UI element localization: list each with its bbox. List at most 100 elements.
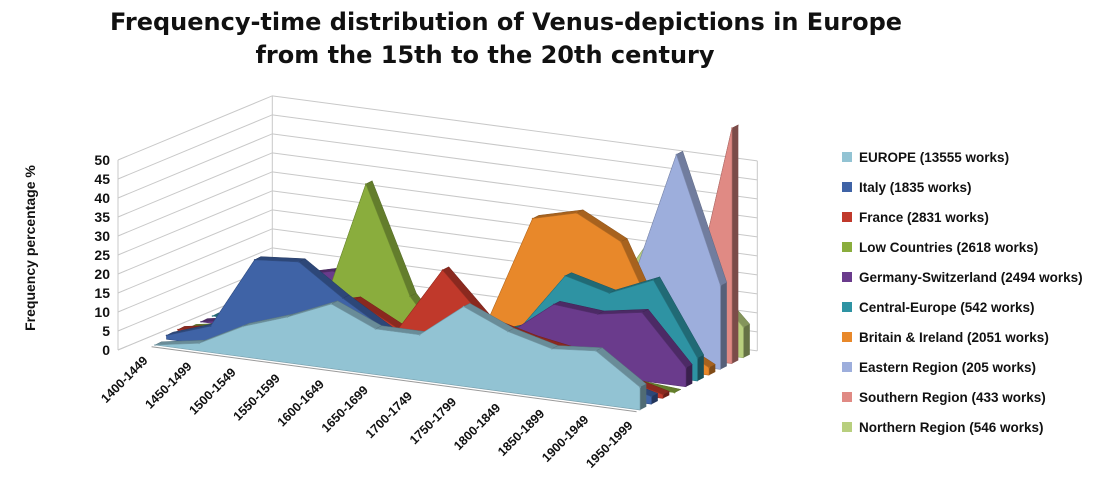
series-end-face	[697, 355, 704, 381]
gridline	[117, 114, 758, 181]
legend-label: Southern Region (433 works)	[859, 389, 1046, 405]
legend-label: Low Countries (2618 works)	[859, 239, 1039, 255]
legend-item: EUROPE (13555 works)	[842, 142, 1112, 172]
x-tick-label: 1500-1549	[187, 365, 239, 417]
legend-swatch	[842, 212, 852, 222]
data-point	[639, 386, 641, 389]
data-point	[165, 334, 168, 337]
series-end-face	[686, 364, 693, 387]
legend-label: Italy (1835 works)	[859, 179, 972, 195]
data-point	[374, 328, 377, 330]
data-point	[177, 328, 179, 331]
legend-label: Eastern Region (205 works)	[859, 359, 1037, 375]
data-point	[253, 259, 256, 261]
legend-swatch	[842, 362, 852, 372]
chart-legend: EUROPE (13555 works) Italy (1835 works) Fr…	[842, 142, 1112, 442]
data-point	[650, 395, 653, 398]
x-tick-label: 1750-1799	[407, 395, 459, 447]
data-point	[330, 303, 333, 305]
legend-item: Germany-Switzerland (2494 works)	[842, 262, 1112, 292]
data-point	[575, 212, 578, 214]
data-point	[708, 366, 710, 369]
y-tick-label: 5	[102, 323, 110, 339]
gridline	[117, 95, 758, 162]
x-tick-label: 1900-1949	[539, 413, 591, 465]
legend-item: Central-Europe (542 works)	[842, 292, 1112, 322]
legend-swatch	[842, 272, 852, 282]
x-axis-line	[151, 346, 637, 413]
data-point	[662, 393, 664, 396]
data-point	[506, 330, 509, 333]
legend-swatch	[842, 392, 852, 402]
chart-title-line-2: from the 15th to the 20th century	[255, 41, 715, 69]
legend-swatch	[842, 422, 852, 432]
legend-item: Northern Region (546 works)	[842, 412, 1112, 442]
legend-item: Low Countries (2618 works)	[842, 232, 1112, 262]
series-end-face	[732, 124, 739, 364]
series-end-face	[743, 324, 750, 358]
y-tick-label: 25	[94, 247, 110, 263]
data-point	[462, 305, 465, 308]
data-point	[564, 275, 567, 277]
data-point	[286, 316, 289, 318]
legend-item: Italy (1835 works)	[842, 172, 1112, 202]
data-point	[154, 344, 156, 346]
x-tick-label: 1600-1649	[275, 377, 327, 429]
data-point	[441, 269, 444, 271]
x-tick-label: 1650-1699	[319, 383, 371, 435]
data-point	[742, 326, 745, 329]
legend-swatch	[842, 182, 852, 192]
data-point	[731, 127, 733, 129]
data-point	[242, 325, 244, 328]
data-point	[696, 357, 699, 360]
series-end-face	[651, 393, 658, 405]
x-tick-label: 1850-1899	[495, 407, 547, 459]
x-tick-label: 1550-1599	[231, 371, 283, 423]
data-point	[418, 334, 421, 336]
legend-swatch	[842, 302, 852, 312]
data-point	[595, 350, 597, 352]
series-area	[154, 303, 641, 411]
data-point	[597, 313, 599, 315]
grid-layer	[117, 95, 758, 413]
series-end-face	[720, 282, 727, 370]
series-end-face	[640, 384, 647, 410]
legend-label: Northern Region (546 works)	[859, 419, 1044, 435]
data-point	[200, 321, 202, 323]
legend-label: EUROPE (13555 works)	[859, 149, 1010, 165]
data-point	[675, 153, 678, 156]
data-point	[719, 285, 722, 287]
y-tick-label: 40	[94, 190, 110, 206]
series-end-face	[663, 391, 670, 399]
legend-label: Britain & Ireland (2051 works)	[859, 329, 1049, 345]
legend-item: Eastern Region (205 works)	[842, 352, 1112, 382]
y-tick-label: 20	[94, 266, 110, 282]
y-tick-label: 15	[94, 285, 110, 301]
data-point	[551, 347, 553, 350]
data-point	[608, 292, 611, 294]
data-point	[209, 325, 212, 327]
legend-swatch	[842, 152, 852, 162]
y-tick-label: 30	[94, 228, 110, 244]
x-tick-label: 1950-1999	[583, 419, 635, 471]
data-point	[297, 261, 300, 263]
legend-label: France (2831 works)	[859, 209, 989, 225]
y-tick-label: 35	[94, 209, 110, 225]
x-tick-label: 1400-1449	[98, 354, 150, 406]
data-point	[531, 217, 534, 220]
legend-swatch	[842, 332, 852, 342]
x-tick-label: 1800-1849	[451, 401, 503, 453]
data-point	[620, 240, 622, 243]
legend-item: Southern Region (433 works)	[842, 382, 1112, 412]
x-tick-label: 1700-1749	[363, 389, 415, 441]
y-tick-label: 0	[102, 342, 110, 358]
chart-plot-area: 051015202530354045501400-14491450-149915…	[94, 95, 758, 471]
y-tick-label: 45	[94, 171, 110, 187]
legend-item: France (2831 works)	[842, 202, 1112, 232]
data-point	[552, 303, 555, 306]
data-point	[365, 183, 367, 185]
data-point	[685, 367, 687, 369]
y-tick-label: 50	[94, 152, 110, 168]
chart-title: Frequency-time distribution of Venus-dep…	[110, 6, 902, 72]
data-point	[332, 270, 335, 272]
